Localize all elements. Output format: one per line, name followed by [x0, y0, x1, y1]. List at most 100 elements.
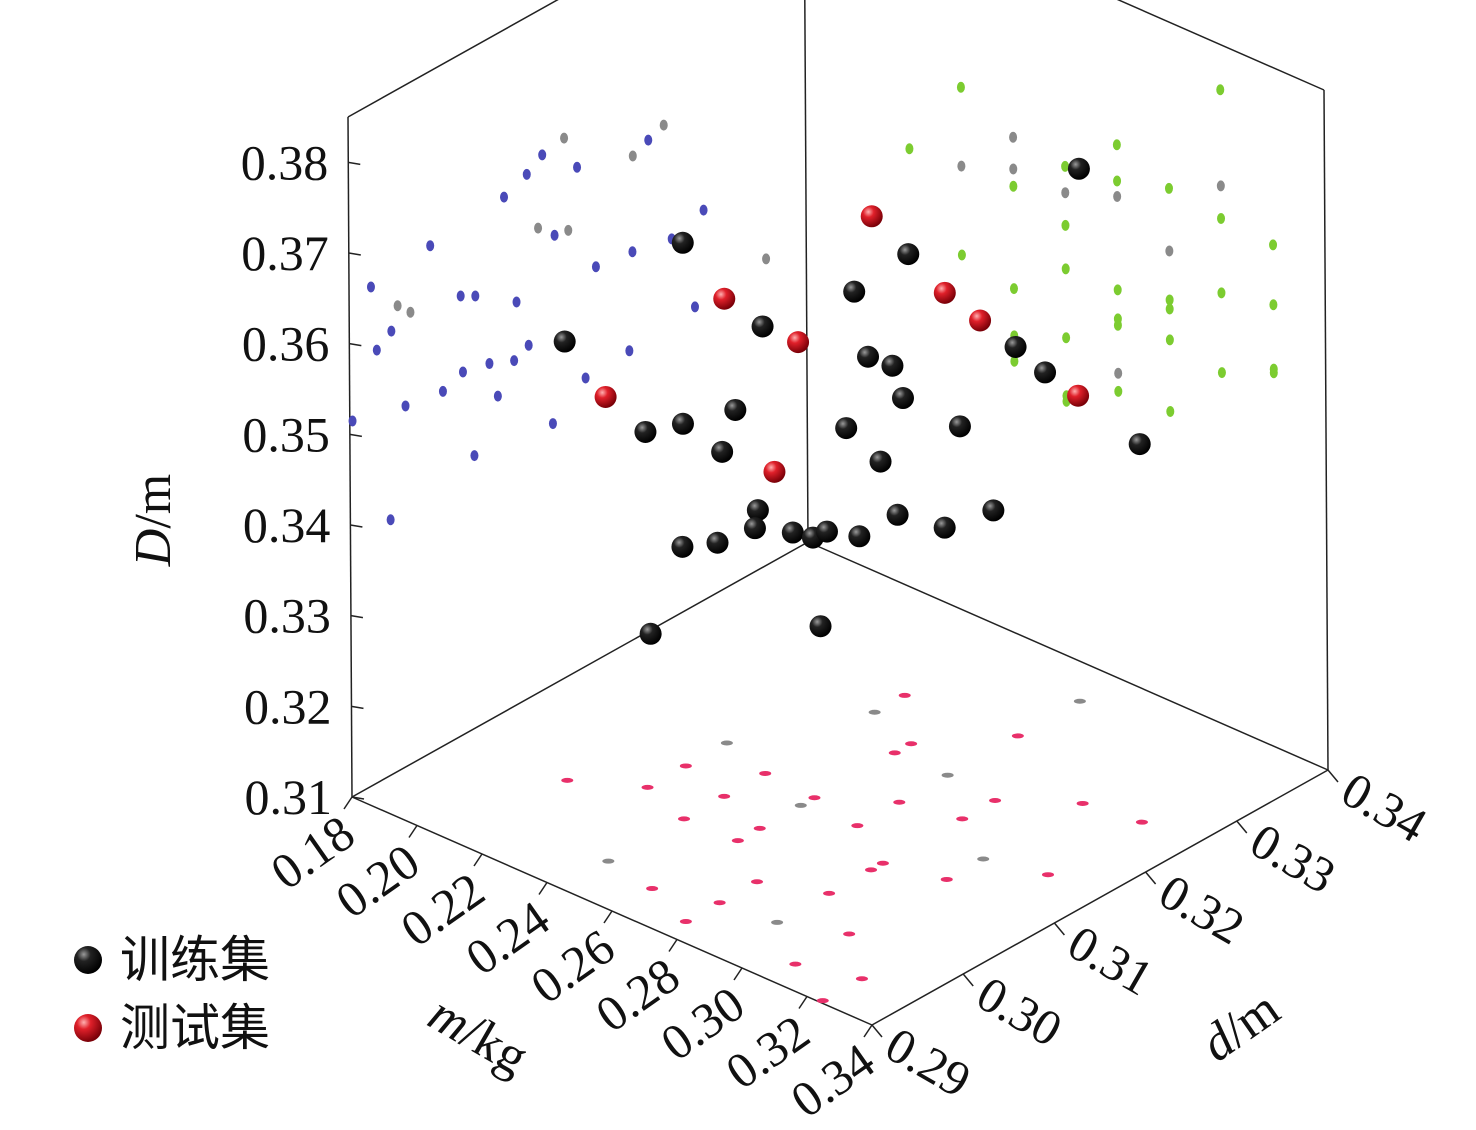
- projection-point-floor: [808, 795, 821, 801]
- projection-point-m-wall: [426, 240, 435, 252]
- projection-point-m-wall: [522, 168, 531, 180]
- z-tick-mark: [349, 433, 362, 438]
- train-point: [743, 517, 766, 540]
- projection-point-d-wall: [1061, 219, 1070, 231]
- y-axis-label: d/m: [1191, 980, 1290, 1073]
- train-point: [848, 525, 871, 548]
- projection-point-m-wall: [372, 344, 381, 356]
- test-point: [860, 205, 883, 228]
- z-axis-label: D/m: [125, 474, 182, 567]
- projection-point-d-wall: [1113, 313, 1122, 325]
- x-tick-mark: [733, 967, 743, 981]
- projection-point-floor: [851, 823, 864, 829]
- projection-point-m-wall: [512, 296, 521, 308]
- x-tick-mark: [473, 853, 483, 867]
- projection-point-m-wall: [524, 339, 533, 351]
- projection-point-d-wall: [905, 143, 914, 155]
- projection-point-d-wall: [1061, 263, 1070, 275]
- legend-marker-test: [74, 1014, 102, 1042]
- train-point: [948, 415, 971, 438]
- x-tick-mark: [603, 910, 613, 924]
- axis-edge: [807, 541, 1329, 771]
- tick-labels: 0.310.320.330.340.350.360.370.380.180.20…: [241, 134, 1437, 1128]
- z-tick-mark: [349, 342, 362, 347]
- test-point: [933, 281, 956, 304]
- z-tick-mark: [351, 705, 364, 710]
- projections: [348, 81, 1278, 1004]
- train-point: [1034, 361, 1057, 384]
- y-tick-label: 0.30: [968, 965, 1072, 1057]
- train-point: [553, 330, 576, 353]
- train-point: [671, 412, 694, 435]
- projection-point-d-wall: [1114, 367, 1123, 379]
- projection-point-m-wall: [456, 290, 465, 302]
- projection-point-d-wall: [956, 81, 965, 93]
- train-point: [869, 450, 892, 473]
- y-tick-label: 0.34: [1333, 761, 1437, 853]
- legend-marker-train: [74, 946, 102, 974]
- y-tick-mark: [1236, 820, 1248, 834]
- axis-edge: [1323, 89, 1329, 771]
- projection-point-d-wall: [1269, 299, 1278, 311]
- train-point: [881, 354, 904, 377]
- z-tick-mark: [348, 161, 361, 166]
- projection-point-floor: [751, 879, 764, 885]
- train-point: [671, 535, 694, 558]
- projection-point-d-wall: [1061, 187, 1070, 199]
- projection-point-floor: [679, 919, 692, 925]
- z-tick-mark: [348, 252, 361, 256]
- projection-point-floor: [1135, 819, 1148, 825]
- projection-point-d-wall: [1165, 294, 1174, 306]
- projection-point-floor: [876, 860, 889, 866]
- projection-point-m-wall: [628, 246, 637, 258]
- projection-point-m-wall: [438, 385, 447, 397]
- projection-point-floor: [1011, 733, 1024, 739]
- projection-point-floor: [843, 931, 856, 937]
- z-tick-label: 0.36: [242, 316, 330, 372]
- test-point: [763, 460, 786, 483]
- test-point: [787, 331, 810, 354]
- projection-point-m-wall: [534, 222, 543, 234]
- projection-point-floor: [823, 890, 836, 896]
- projection-point-floor: [602, 858, 615, 864]
- projection-point-d-wall: [1217, 212, 1226, 224]
- legend: 训练集 测试集: [74, 932, 270, 1056]
- projection-point-m-wall: [550, 229, 559, 241]
- projection-point-m-wall: [762, 253, 771, 265]
- projection-point-d-wall: [1164, 182, 1173, 194]
- projection-point-m-wall: [471, 290, 480, 302]
- projection-point-floor: [898, 692, 911, 698]
- projection-point-m-wall: [366, 281, 375, 293]
- z-tick-label: 0.38: [241, 134, 329, 190]
- y-tick-mark: [1327, 769, 1339, 783]
- projection-point-d-wall: [1269, 239, 1278, 251]
- train-point: [751, 315, 774, 338]
- train-point: [746, 499, 769, 522]
- x-tick-mark: [668, 939, 678, 952]
- projection-point-m-wall: [659, 119, 668, 131]
- train-point: [706, 531, 729, 554]
- y-tick-label: 0.33: [1241, 812, 1345, 904]
- projection-point-m-wall: [406, 306, 415, 318]
- train-point: [1067, 157, 1090, 180]
- projection-point-m-wall: [573, 161, 582, 173]
- projection-point-floor: [678, 816, 691, 822]
- z-tick-label: 0.34: [243, 497, 331, 553]
- z-tick-label: 0.32: [244, 678, 332, 734]
- train-point: [1128, 433, 1151, 456]
- z-tick-label: 0.35: [242, 406, 330, 462]
- projection-point-floor: [789, 961, 802, 967]
- y-tick-label: 0.29: [877, 1016, 981, 1108]
- projection-point-m-wall: [564, 224, 573, 236]
- projection-point-m-wall: [386, 514, 395, 526]
- axis-edge: [347, 116, 353, 798]
- projection-point-d-wall: [1166, 405, 1175, 417]
- train-point: [1004, 335, 1027, 358]
- train-point: [724, 398, 747, 421]
- x-tick-mark: [538, 882, 548, 895]
- projection-point-floor: [753, 825, 766, 831]
- projection-point-floor: [718, 793, 731, 799]
- projection-point-m-wall: [470, 450, 479, 462]
- train-point: [639, 622, 662, 645]
